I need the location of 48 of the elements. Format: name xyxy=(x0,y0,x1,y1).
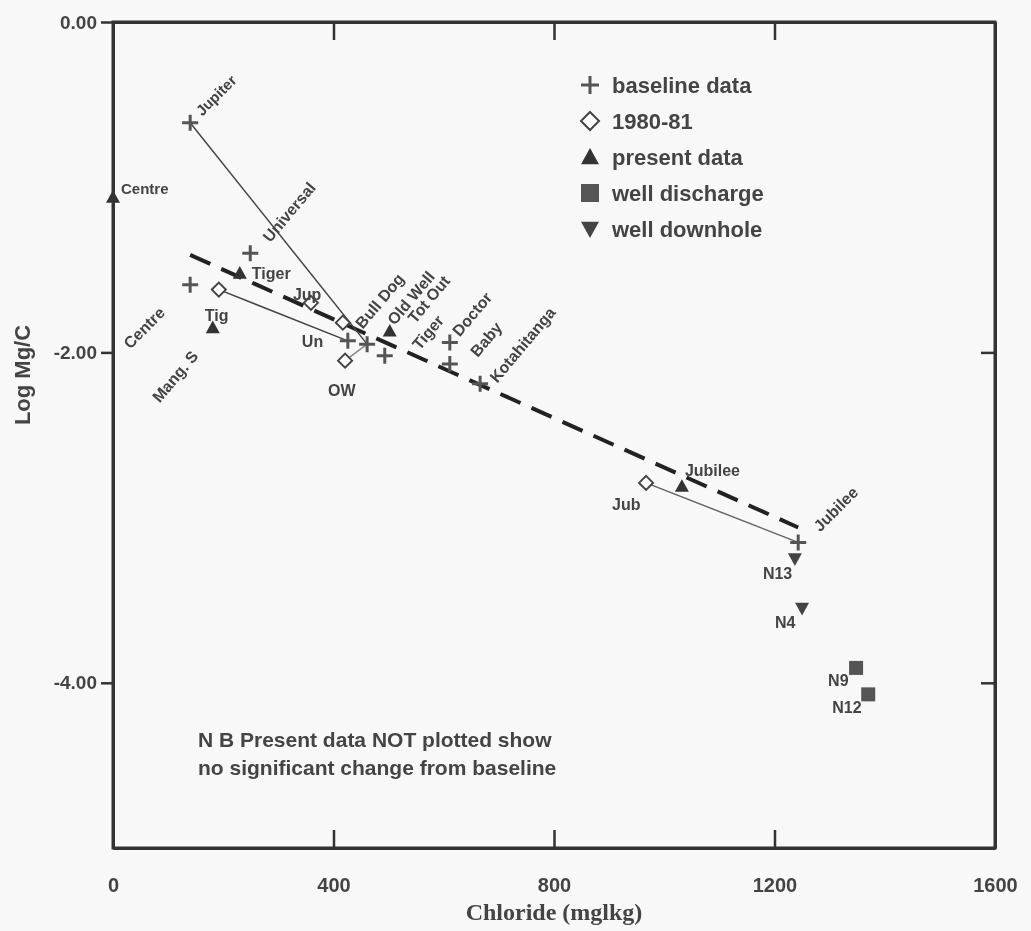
annotation: N13 xyxy=(762,564,793,582)
point xyxy=(334,314,351,331)
y-tick-label: -2.00 xyxy=(53,341,97,363)
point xyxy=(849,660,864,675)
point xyxy=(382,323,397,337)
x-tick-label: 800 xyxy=(537,874,572,897)
legend-label: well discharge xyxy=(611,181,764,206)
annotation: Tig xyxy=(204,306,229,324)
x-axis-title: Chloride (mglkg) xyxy=(465,899,643,925)
point xyxy=(210,281,227,298)
annotation: Jup xyxy=(292,285,322,303)
legend-label: baseline data xyxy=(612,73,753,98)
annotation: N4 xyxy=(775,614,796,632)
legend-label: present data xyxy=(612,145,744,170)
point xyxy=(337,352,354,369)
point xyxy=(357,334,377,354)
point xyxy=(106,190,120,203)
point xyxy=(180,275,200,295)
annotation: N B Present data NOT plotted show no significant change from baseline xyxy=(198,728,557,779)
annotation: Tiger xyxy=(251,265,291,283)
x-tick-label: 1600 xyxy=(973,874,1018,897)
y-tick-label: 0.00 xyxy=(60,11,97,33)
annotation: Un xyxy=(301,332,324,350)
annotation: N9 xyxy=(828,671,849,689)
legend-label: well downhole xyxy=(611,217,763,242)
annotation: Jub xyxy=(612,495,641,513)
point xyxy=(240,243,260,263)
x-tick-label: 400 xyxy=(317,874,351,897)
x-tick-label: 0 xyxy=(107,874,120,897)
point xyxy=(232,266,247,279)
point xyxy=(338,331,358,351)
legend-label: 1980-81 xyxy=(612,109,693,134)
annotation: OW xyxy=(328,381,357,399)
point xyxy=(795,602,810,616)
y-axis-title: Log Mg/C xyxy=(10,324,35,426)
point xyxy=(375,346,395,366)
point xyxy=(440,354,460,374)
x-tick-label: 1200 xyxy=(752,874,798,897)
y-tick-label: -4.00 xyxy=(53,672,97,694)
annotation: Jubilee xyxy=(684,462,741,480)
point xyxy=(787,553,802,566)
point xyxy=(470,374,490,394)
point xyxy=(674,479,689,492)
point xyxy=(638,474,655,491)
annotation: N12 xyxy=(832,699,862,717)
annotation: Centre xyxy=(121,180,169,198)
point xyxy=(788,532,808,552)
point xyxy=(861,687,876,702)
